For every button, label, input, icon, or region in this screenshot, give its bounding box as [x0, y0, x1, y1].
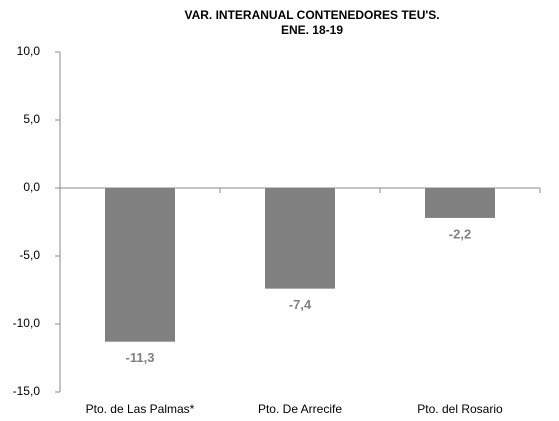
x-tick-label: Pto. del Rosario [417, 402, 503, 416]
y-tick-label: 0,0 [23, 180, 40, 194]
y-tick-label: 10,0 [17, 44, 41, 58]
value-label: -7,4 [289, 297, 312, 312]
value-label: -2,2 [449, 226, 471, 241]
value-label: -11,3 [126, 350, 155, 365]
y-tick-label: -5,0 [19, 248, 40, 262]
chart-title: ENE. 18-19 [281, 23, 343, 37]
bar [265, 188, 335, 289]
bar [425, 188, 495, 218]
x-tick-label: Pto. de Las Palmas* [86, 402, 195, 416]
bar [105, 188, 175, 342]
y-tick-label: -10,0 [13, 316, 41, 330]
y-tick-label: -15,0 [13, 384, 41, 398]
x-tick-label: Pto. De Arrecife [258, 402, 342, 416]
chart-title: VAR. INTERANUAL CONTENEDORES TEU'S. [184, 8, 439, 22]
y-tick-label: 5,0 [23, 112, 40, 126]
